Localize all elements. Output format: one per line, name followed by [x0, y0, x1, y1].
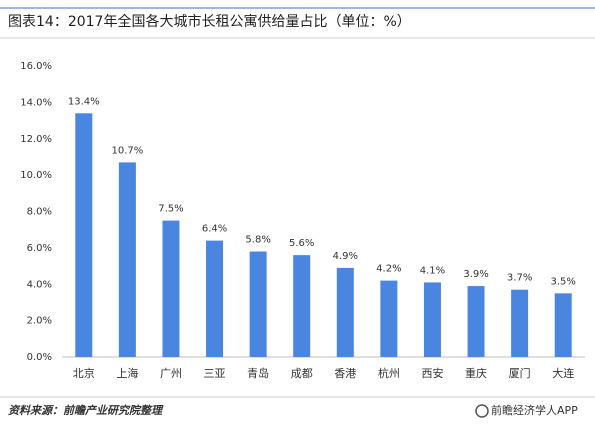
x-tick-label: 北京	[73, 366, 95, 380]
y-tick-label: 8.0%	[27, 207, 52, 218]
bar	[162, 220, 180, 357]
y-tick-label: 10.0%	[20, 170, 52, 181]
value-label: 3.7%	[507, 273, 532, 284]
bar	[118, 162, 136, 357]
x-tick-label: 厦门	[509, 366, 531, 380]
value-label: 5.8%	[245, 235, 270, 246]
chart-title: 图表14：2017年全国各大城市长租公寓供给量占比（单位：%）	[8, 13, 411, 30]
value-label: 4.2%	[376, 264, 401, 275]
value-label: 4.9%	[333, 251, 358, 262]
bar	[206, 240, 224, 357]
y-tick-label: 2.0%	[27, 316, 52, 327]
y-tick-label: 16.0%	[20, 61, 52, 72]
y-tick-label: 0.0%	[27, 352, 52, 363]
bar	[75, 113, 93, 357]
x-tick-label: 杭州	[378, 366, 400, 380]
x-tick-label: 上海	[116, 366, 138, 380]
brand-icon	[475, 404, 489, 418]
value-label: 3.9%	[463, 269, 488, 280]
x-tick-label: 青岛	[247, 366, 269, 380]
bar	[249, 251, 267, 357]
bar	[380, 280, 398, 357]
bar	[423, 282, 441, 357]
x-tick-label: 西安	[421, 366, 443, 380]
value-label: 10.7%	[111, 145, 143, 156]
value-label: 3.5%	[551, 276, 576, 287]
x-tick-label: 大连	[552, 366, 574, 380]
value-label: 7.5%	[158, 204, 183, 215]
x-tick-label: 三亚	[204, 367, 226, 380]
source: 资料来源：前瞻产业研究院整理	[8, 404, 164, 417]
bar	[511, 289, 529, 357]
bar	[554, 293, 572, 357]
x-tick-label: 广州	[160, 367, 182, 380]
value-label: 4.1%	[420, 265, 445, 276]
y-tick-label: 14.0%	[20, 97, 52, 108]
bar	[336, 267, 354, 357]
bar	[293, 255, 311, 357]
x-tick-label: 香港	[334, 367, 356, 380]
y-tick-label: 12.0%	[20, 134, 52, 145]
x-tick-label: 重庆	[465, 366, 487, 380]
x-tick-label: 成都	[291, 367, 313, 380]
bar	[467, 286, 485, 357]
y-tick-label: 4.0%	[27, 279, 52, 290]
value-label: 5.6%	[289, 238, 314, 249]
value-label: 13.4%	[68, 96, 100, 107]
value-label: 6.4%	[202, 224, 227, 235]
y-tick-label: 6.0%	[27, 243, 52, 254]
brand: 前瞻经济学人APP	[491, 403, 578, 417]
